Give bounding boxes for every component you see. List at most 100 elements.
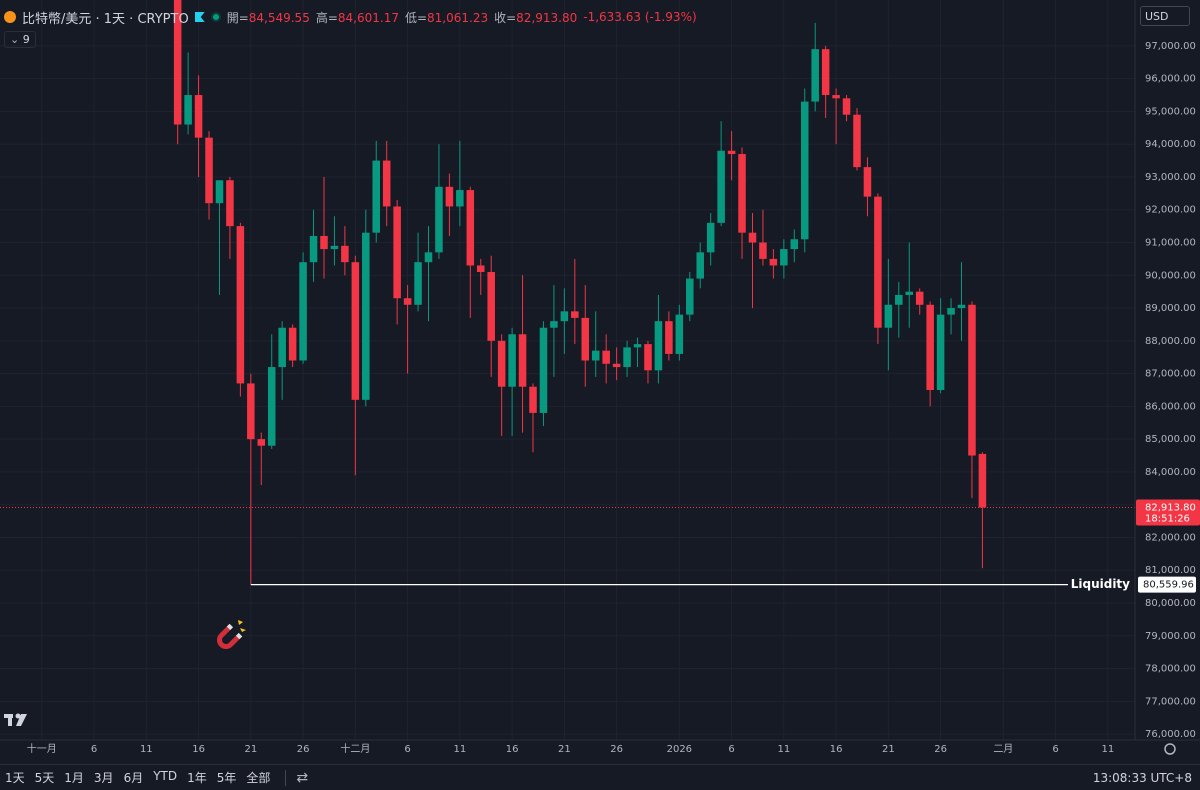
y-tick-label: 95,000.00 [1145,106,1196,117]
ohlc-item: 收=82,913.80 [494,9,577,26]
indicator-count: 9 [22,33,30,46]
x-tick-label: 26 [934,744,947,755]
candle-body [571,311,579,318]
timeframe-button[interactable]: 5年 [216,771,237,785]
candle-body [905,291,914,295]
candle-body [811,49,819,102]
candle-body [424,252,433,263]
ohlc-value: 84,549.55 [248,10,310,25]
candle-body [518,334,527,387]
candle-body [915,291,924,305]
timeframe-button[interactable]: 5天 [34,771,55,785]
candle-body [487,272,495,341]
y-tick-label: 97,000.00 [1145,41,1196,52]
currency-button[interactable]: USD [1140,6,1190,26]
candle-body [957,304,966,309]
timeframe-button[interactable]: 1年 [187,771,207,785]
candle-body [205,137,213,204]
chart: 76,000.00 77,000.00 78,000.00 79,000.00 80,0… [0,0,1200,755]
ohlc-item: 高=84,601.17 [316,9,399,26]
candle-body [560,311,569,322]
symbol-title[interactable]: 比特幣/美元 · 1天 · CRYPTO [22,11,189,27]
timeframe-button[interactable]: 1月 [64,771,84,785]
candle-body [644,344,652,371]
candle-body [612,363,621,368]
x-tick-label: 6 [404,744,410,755]
y-tick-label: 86,000.00 [1145,401,1196,412]
candle-body [842,98,851,115]
candle-body [194,95,203,138]
date-range-icon[interactable]: ⇄ [296,769,309,786]
ohlc-key: 低= [404,10,428,25]
ohlc-key: 收= [494,10,517,25]
y-tick-label: 92,000.00 [1145,205,1196,216]
timeframes: 1天 5天 1月 3月 6月 YTD 1年 5年 全部 [0,769,275,786]
y-tick-label: 79,000.00 [1145,631,1196,642]
separator [285,769,287,786]
y-tick-label: 84,000.00 [1145,467,1196,478]
candle-body [341,245,349,263]
flag-icon[interactable] [194,12,205,22]
x-tick-label: 6 [91,744,97,755]
timeframe-button[interactable]: 6月 [123,771,144,785]
y-tick-label: 93,000.00 [1145,172,1196,183]
header: 比特幣/美元 · 1天 · CRYPTO 開=84,549.55 高=84,601… [4,8,697,27]
y-tick-label: 89,000.00 [1145,303,1196,314]
liquidity-value: 80,559.96 [1143,580,1194,591]
timeframe-button[interactable]: 全部 [246,771,271,785]
candle-body [476,265,485,273]
candle-body [330,245,339,250]
candle-body [382,160,391,207]
ohlc-legend: 開=84,549.55 高=84,601.17 低=81,061.23 收=82,91… [227,9,578,26]
ohlc-value: 84,601.17 [337,10,399,25]
ohlc-value: 81,061.23 [427,10,489,25]
timeframe-button[interactable]: 3月 [93,771,114,785]
y-tick-label: 94,000.00 [1145,139,1196,150]
x-tick-label: 11 [140,744,153,755]
clock[interactable]: 13:08:33 UTC+8 [1092,771,1192,785]
candle-body [215,180,224,204]
candle-body [529,386,537,413]
candle-body [936,314,945,390]
candle-body [372,160,381,233]
candle-body [769,258,778,266]
candle-body [445,186,454,207]
x-tick-label: 2026 [667,744,692,755]
candle-body [247,383,255,440]
candle-body [790,239,799,250]
x-tick-label: 6 [1052,744,1058,755]
y-tick-label: 85,000.00 [1145,434,1196,445]
y-tick-label: 78,000.00 [1145,664,1196,675]
indicator-toggle[interactable]: ⌄ 9 [4,31,36,48]
candle-body [874,196,882,328]
candle-body [403,298,412,305]
settings-icon[interactable] [1164,743,1176,755]
candle-body [884,304,893,328]
candle-body [184,95,192,125]
x-tick-label: 二月 [993,743,1013,755]
candle-body [414,262,422,305]
timeframe-button[interactable]: YTD [153,769,178,783]
last-price-label: 82,913.80 [1145,503,1196,514]
candle-body [696,252,704,279]
candle-body [800,101,809,240]
y-tick-label: 96,000.00 [1145,74,1196,85]
candle-body [539,327,548,413]
candle-body [738,154,746,233]
axes: 76,000.00 77,000.00 78,000.00 79,000.00 80,0… [0,0,1200,755]
y-tick-label: 88,000.00 [1145,336,1196,347]
bottom-toolbar: 1天 5天 1月 3月 6月 YTD 1年 5年 全部 ⇄ 13:08:33 UTC+8 [0,764,1200,790]
candle-body [821,49,830,96]
candle-body [320,235,328,250]
plot-area [0,0,1135,586]
liquidity-tag [1138,576,1196,593]
magnet-icon [217,623,243,649]
candle-body [675,314,684,354]
candle-body [173,0,182,125]
candle-body [299,262,307,361]
timeframe-button[interactable]: 1天 [5,771,25,785]
last-price-tag [1136,499,1200,526]
candle-body [581,317,590,361]
candle-body [351,262,360,400]
